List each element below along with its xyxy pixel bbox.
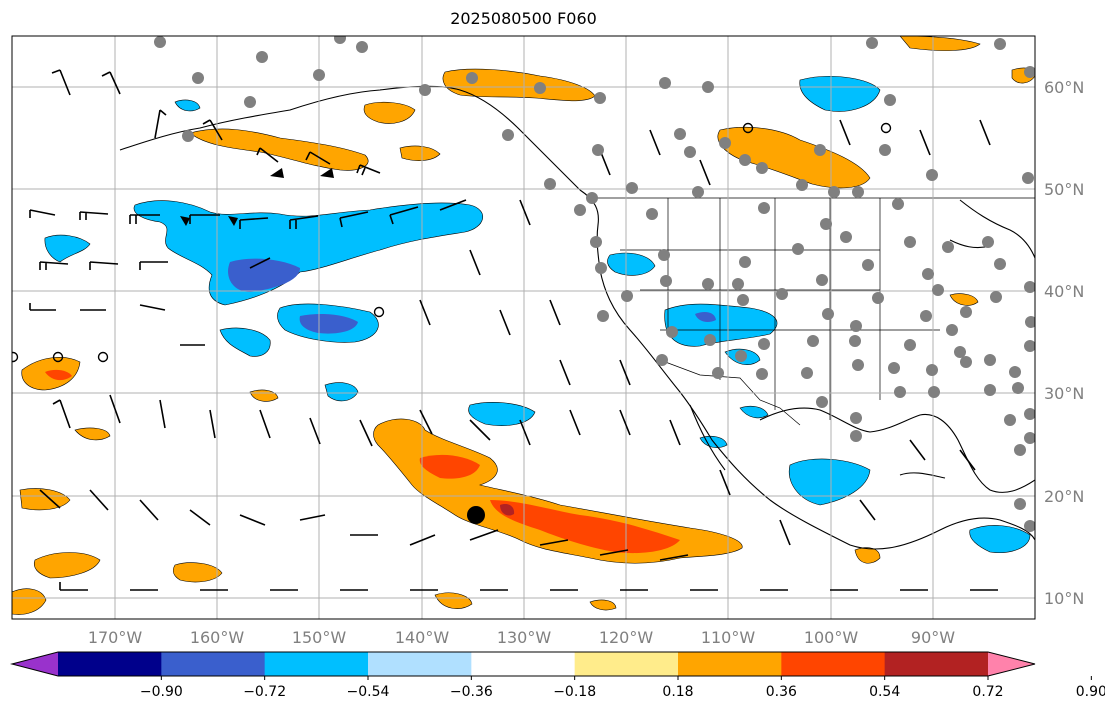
colorbar-ticks: −0.90 −0.72 −0.54 −0.36 −0.18 0.18 0.36 0.54 0.7… [140, 676, 1105, 700]
strong-negative-anomaly-region [299, 314, 358, 334]
colorbar-extend-max [988, 652, 1035, 676]
lon-label: 160°W [190, 628, 245, 647]
lon-label: 170°W [88, 628, 143, 647]
lat-label: 60°N [1044, 78, 1084, 97]
colorbar-tick-label: 0.72 [972, 684, 1003, 700]
negative-anomaly-region [133, 200, 483, 306]
lon-label: 150°W [292, 628, 347, 647]
colorbar-segment [161, 652, 266, 676]
lon-label: 90°W [911, 628, 955, 647]
colorbar-tick-label: 0.36 [766, 684, 797, 700]
negative-anomaly-region [468, 402, 536, 426]
lon-label: 130°W [497, 628, 552, 647]
positive-anomaly-region [172, 562, 223, 583]
strong-positive-anomaly-band [490, 500, 680, 554]
lat-label: 50°N [1044, 180, 1084, 199]
strong-positive-anomaly-region [45, 369, 72, 381]
colorbar-segment [574, 652, 679, 676]
strong-negative-anomaly-region [695, 312, 716, 322]
colorbar-segment [884, 652, 989, 676]
colorbar-tick-label: −0.72 [243, 684, 286, 700]
positive-anomaly-region [33, 552, 101, 579]
negative-anomaly-region [799, 76, 881, 112]
colorbar-frame [10, 651, 1036, 677]
positive-anomaly-region [74, 427, 111, 441]
extreme-positive-anomaly [500, 504, 515, 516]
colorbar-tick-label: −0.54 [347, 684, 390, 700]
colorbar: −0.90 −0.72 −0.54 −0.36 −0.18 0.18 0.36 0.54 0.7… [10, 651, 1105, 700]
colorbar-tick-label: −0.18 [553, 684, 596, 700]
negative-anomaly-region [174, 99, 201, 112]
negative-anomaly-region [219, 327, 271, 357]
positive-anomaly-region [434, 592, 473, 609]
lat-label: 20°N [1044, 487, 1084, 506]
colorbar-segment [678, 652, 782, 676]
positive-anomaly-region [12, 588, 47, 615]
colorbar-segment [471, 652, 576, 676]
positive-anomaly-region [899, 36, 981, 51]
colorbar-extend-min [12, 652, 58, 676]
lat-label: 30°N [1044, 384, 1084, 403]
positive-anomaly-region [589, 599, 617, 611]
negative-anomaly-region [664, 303, 778, 347]
gridlines [12, 36, 1035, 619]
negative-anomaly-region [739, 405, 769, 419]
strong-positive-anomaly-band [419, 454, 480, 479]
colorbar-segment [781, 652, 886, 676]
negative-anomaly-region [44, 234, 91, 263]
positive-anomaly-region [442, 68, 596, 102]
colorbar-segments [12, 652, 1035, 676]
open-station-markers [12, 122, 892, 363]
lon-label: 100°W [804, 628, 859, 647]
lon-label: 140°W [395, 628, 450, 647]
colorbar-segment [264, 652, 369, 676]
positive-anomaly-region [363, 101, 416, 124]
negative-anomaly-region [607, 252, 656, 276]
map-frame [11, 35, 1036, 620]
colorbar-tick-label: −0.90 [140, 684, 183, 700]
lon-label: 110°W [701, 628, 756, 647]
wind-barbs [29, 69, 998, 591]
negative-anomaly-region [969, 525, 1031, 553]
colorbar-segment [58, 652, 162, 676]
lat-label: 40°N [1044, 282, 1084, 301]
cyclone-center-marker [467, 506, 485, 524]
lat-labels: 10°N 20°N 30°N 40°N 50°N 60°N [1044, 78, 1084, 608]
positive-anomaly-region [19, 488, 71, 511]
strong-negative-anomaly-region [228, 258, 300, 292]
negative-anomaly-region [324, 382, 359, 402]
colorbar-tick-label: 0.90 [1076, 684, 1105, 700]
colorbar-segment [368, 652, 472, 676]
colorbar-tick-label: −0.36 [450, 684, 493, 700]
lat-label: 10°N [1044, 589, 1084, 608]
colorbar-tick-label: 0.54 [869, 684, 900, 700]
positive-anomaly-region [949, 293, 979, 306]
lon-label: 120°W [599, 628, 654, 647]
station-markers [154, 36, 1035, 532]
contour-fills [12, 36, 1035, 615]
positive-anomaly-region [854, 547, 881, 564]
negative-anomaly-region [788, 458, 871, 506]
lon-labels: 170°W 160°W 150°W 140°W 130°W 120°W 110°… [88, 628, 955, 647]
map-title: 2025080500 F060 [450, 9, 597, 28]
wind-barb-flags [180, 168, 334, 226]
colorbar-tick-label: 0.18 [662, 684, 693, 700]
positive-anomaly-region [399, 145, 441, 161]
